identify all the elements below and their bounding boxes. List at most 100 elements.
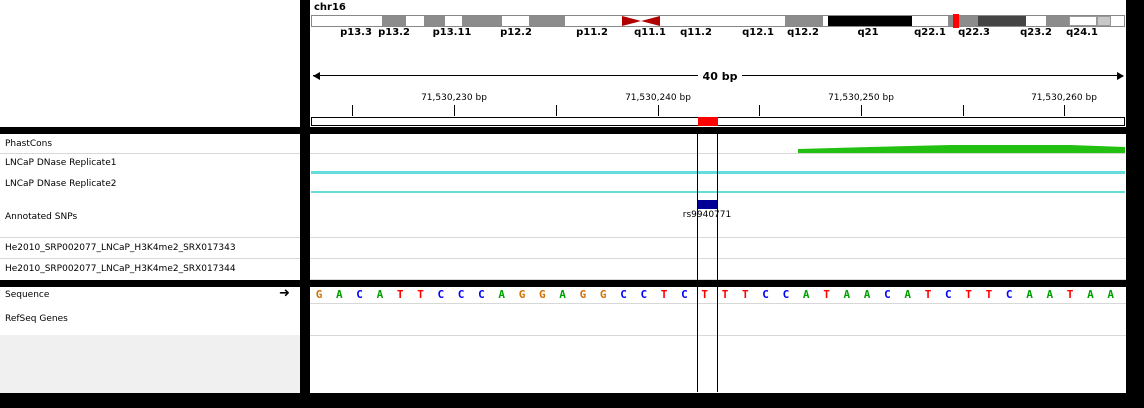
span-arrow-left: [313, 75, 698, 76]
sequence-base: T: [701, 288, 708, 301]
sequence-base: A: [802, 288, 810, 301]
ideogram-band-label: q12.2: [787, 27, 819, 38]
sequence-base: C: [884, 288, 891, 301]
ideogram-band-label: q21: [857, 27, 879, 38]
centromere-icon: [641, 16, 660, 26]
ruler-minor-tick: [759, 105, 760, 116]
chromosome-ideogram[interactable]: [311, 15, 1125, 27]
sequence-base: G: [518, 288, 526, 301]
header-name-panel: [0, 0, 300, 127]
sequence-base: G: [315, 288, 323, 301]
dnase-rep2-signal[interactable]: [311, 191, 1125, 193]
ideogram-band-label: p13.3: [340, 27, 372, 38]
sequence-base: C: [944, 288, 952, 301]
left-arrowhead-icon: [313, 72, 320, 80]
ideogram-band: [978, 16, 1026, 26]
sequence-base: C: [681, 288, 688, 301]
ideogram-band: [382, 16, 406, 26]
track-separator: [0, 258, 300, 259]
ideogram-band: [1069, 16, 1097, 26]
ideogram-band-label: q23.2: [1020, 27, 1052, 38]
sequence-base: A: [376, 288, 384, 301]
chromosome-name[interactable]: chr16: [314, 2, 346, 13]
ideogram-band: [785, 16, 823, 26]
ideogram-band-label: p11.2: [576, 27, 608, 38]
sequence-base: C: [782, 288, 790, 301]
ideogram-band: [424, 16, 445, 26]
ruler-tick: [861, 105, 862, 116]
track-separator: [0, 153, 300, 154]
track-separator: [310, 279, 1126, 280]
sequence-base: T: [965, 288, 972, 301]
phastcons-signal[interactable]: [310, 134, 1126, 164]
sequence-base: A: [843, 288, 851, 301]
ideogram-band-label: q11.2: [680, 27, 712, 38]
sequence-base: T: [924, 288, 932, 301]
span-arrow-right: [742, 75, 1123, 76]
ruler-minor-tick: [352, 105, 353, 116]
right-arrowhead-icon: [1117, 72, 1124, 80]
ruler-tick-label: 71,530,260 bp: [1031, 93, 1097, 103]
track-separator: [310, 153, 1126, 154]
sequence-base: T: [396, 288, 404, 301]
sequence-base: C: [640, 288, 648, 301]
track-name-phastcons[interactable]: PhastCons: [5, 139, 53, 149]
track-separator: [310, 258, 1126, 259]
feature-tracks-panel[interactable]: [310, 287, 1126, 393]
sequence-base: C: [762, 288, 769, 301]
data-tracks-panel[interactable]: [310, 134, 1126, 280]
track-name-h3k4me2-srx017344[interactable]: He2010_SRP002077_LNCaP_H3K4me2_SRX017344: [5, 264, 236, 274]
ideogram-band-label: p13.11: [432, 27, 472, 38]
ideogram-band-label: q24.1: [1066, 27, 1098, 38]
snp-label: rs9940771: [682, 210, 732, 220]
ideogram-band: [462, 16, 502, 26]
track-separator: [0, 237, 300, 238]
ideogram-band-label: p12.2: [500, 27, 532, 38]
track-name-dnase-rep2[interactable]: LNCaP DNase Replicate2: [5, 179, 117, 189]
ruler-tick: [454, 105, 455, 116]
sequence-base: C: [620, 288, 627, 301]
ideogram-band: [828, 16, 912, 26]
ruler-tick: [658, 105, 659, 116]
dnase-rep1-signal[interactable]: [311, 171, 1125, 174]
sequence-base: A: [498, 288, 505, 301]
strand-arrow-icon[interactable]: ➜: [279, 286, 290, 301]
track-name-sequence[interactable]: Sequence: [5, 290, 50, 300]
track-name-annotated-snps[interactable]: Annotated SNPs: [5, 212, 78, 222]
ideogram-band-label: q12.1: [742, 27, 774, 38]
track-name-refseq-genes[interactable]: RefSeq Genes: [5, 314, 68, 324]
center-guide-line: [717, 134, 718, 392]
ideogram-band: [948, 16, 978, 26]
track-name-h3k4me2-srx017343[interactable]: He2010_SRP002077_LNCaP_H3K4me2_SRX017343: [5, 243, 236, 253]
sequence-base: T: [741, 288, 749, 301]
track-separator: [310, 237, 1126, 238]
feature-names-lower-area: [0, 335, 300, 393]
sequence-base: A: [863, 288, 871, 301]
current-region-marker[interactable]: [953, 14, 959, 28]
sequence-base: G: [538, 288, 546, 301]
centromere-icon: [622, 16, 641, 26]
ruler-box: [311, 117, 1125, 126]
sequence-base: C: [356, 288, 363, 301]
snp-feature[interactable]: [698, 200, 718, 209]
sequence-base: C: [1005, 288, 1013, 301]
sequence-base: A: [1046, 288, 1054, 301]
ideogram-band: [529, 16, 565, 26]
sequence-base: T: [660, 288, 668, 301]
sequence-base: A: [1026, 288, 1033, 301]
ideogram-band: [1097, 16, 1111, 26]
sequence-base: A: [904, 288, 911, 301]
sequence-base: T: [985, 288, 993, 301]
sequence-base: C: [437, 288, 445, 301]
sequence-base: A: [1087, 288, 1094, 301]
track-separator: [310, 335, 1126, 336]
sequence-base: G: [579, 288, 587, 301]
sequence-base: A: [559, 288, 566, 301]
ruler-minor-tick: [963, 105, 964, 116]
locus-marker[interactable]: [698, 117, 718, 126]
track-separator: [310, 303, 1126, 304]
ideogram-band-label: q11.1: [634, 27, 666, 38]
center-guide-line: [697, 134, 698, 392]
track-name-dnase-rep1[interactable]: LNCaP DNase Replicate1: [5, 158, 117, 168]
sequence-base: G: [599, 288, 607, 301]
